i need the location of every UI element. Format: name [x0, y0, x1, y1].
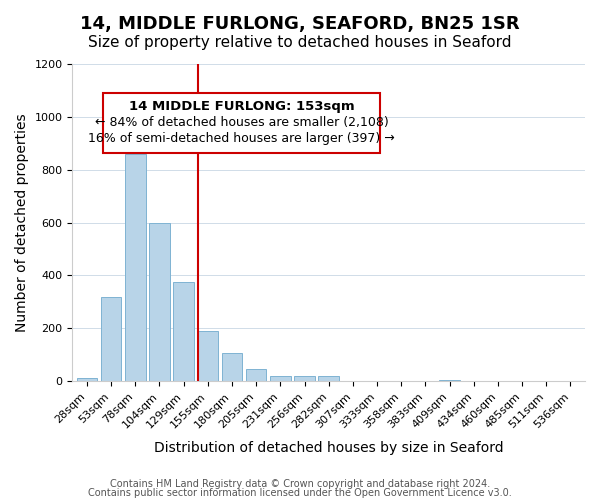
- Text: Contains HM Land Registry data © Crown copyright and database right 2024.: Contains HM Land Registry data © Crown c…: [110, 479, 490, 489]
- Bar: [294, 376, 315, 381]
- Text: 14 MIDDLE FURLONG: 153sqm: 14 MIDDLE FURLONG: 153sqm: [129, 100, 355, 114]
- Text: 16% of semi-detached houses are larger (397) →: 16% of semi-detached houses are larger (…: [88, 132, 395, 145]
- FancyBboxPatch shape: [103, 92, 380, 153]
- Bar: [270, 376, 290, 381]
- Text: Contains public sector information licensed under the Open Government Licence v3: Contains public sector information licen…: [88, 488, 512, 498]
- Bar: [125, 154, 146, 381]
- Text: Size of property relative to detached houses in Seaford: Size of property relative to detached ho…: [88, 35, 512, 50]
- X-axis label: Distribution of detached houses by size in Seaford: Distribution of detached houses by size …: [154, 441, 503, 455]
- Text: 14, MIDDLE FURLONG, SEAFORD, BN25 1SR: 14, MIDDLE FURLONG, SEAFORD, BN25 1SR: [80, 15, 520, 33]
- Bar: [246, 369, 266, 381]
- Bar: [222, 354, 242, 381]
- Bar: [149, 222, 170, 381]
- Y-axis label: Number of detached properties: Number of detached properties: [15, 114, 29, 332]
- Text: ← 84% of detached houses are smaller (2,108): ← 84% of detached houses are smaller (2,…: [95, 116, 388, 130]
- Bar: [439, 380, 460, 381]
- Bar: [101, 296, 121, 381]
- Bar: [319, 376, 339, 381]
- Bar: [77, 378, 97, 381]
- Bar: [197, 331, 218, 381]
- Bar: [173, 282, 194, 381]
